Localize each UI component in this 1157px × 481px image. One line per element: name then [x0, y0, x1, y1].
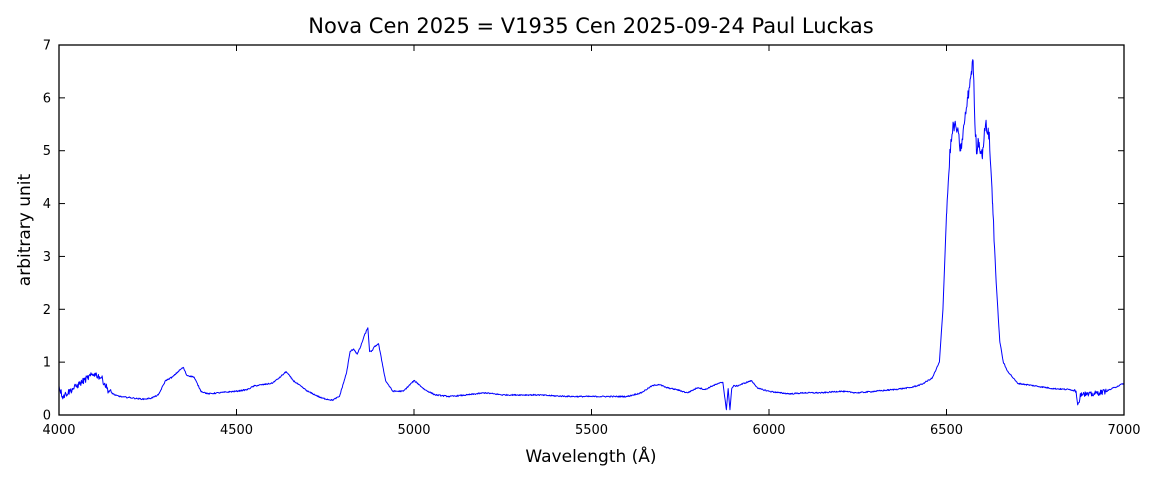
y-tick-label: 2	[43, 303, 51, 318]
plot-frame	[58, 44, 1125, 416]
x-tick-label: 6000	[752, 423, 785, 438]
axis-ticks	[58, 44, 1125, 416]
y-tick-label: 0	[43, 409, 51, 424]
x-tick-label: 5500	[575, 423, 608, 438]
x-tick-label: 4000	[42, 423, 75, 438]
chart-title: Nova Cen 2025 = V1935 Cen 2025-09-24 Pau…	[308, 14, 873, 38]
x-axis-label: Wavelength (Å)	[525, 445, 656, 467]
tick-labels: 4000 4500 5000 5500 6000 6500 7000 0 1 2 3 4 5 6 7	[42, 39, 1140, 439]
y-tick-label: 3	[43, 250, 51, 265]
x-tick-label: 4500	[220, 423, 253, 438]
y-tick-label: 1	[43, 356, 51, 371]
x-tick-label: 7000	[1107, 423, 1140, 438]
y-tick-label: 6	[43, 91, 51, 106]
y-tick-label: 7	[43, 39, 51, 54]
y-tick-label: 4	[43, 197, 51, 212]
y-axis-label: arbitrary unit	[15, 173, 35, 286]
y-tick-label: 5	[43, 144, 51, 159]
spectrum-line	[59, 59, 1124, 411]
x-tick-label: 5000	[397, 423, 430, 438]
x-tick-label: 6500	[930, 423, 963, 438]
